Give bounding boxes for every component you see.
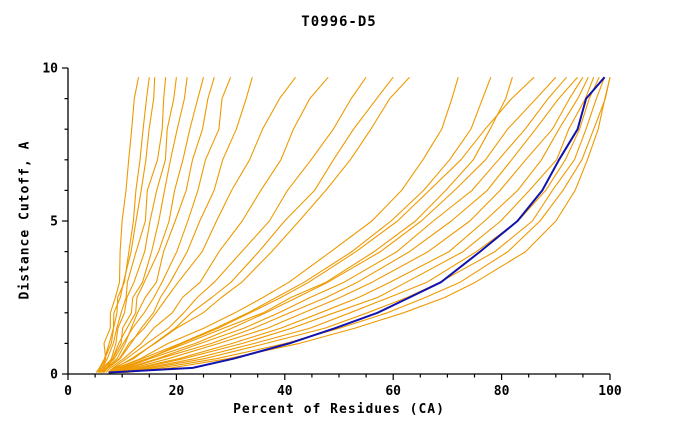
svg-text:5: 5	[50, 215, 58, 230]
svg-text:10: 10	[42, 62, 58, 77]
svg-text:0: 0	[64, 384, 72, 399]
svg-text:100: 100	[598, 384, 622, 399]
x-axis-label: Percent of Residues (CA)	[233, 402, 445, 417]
svg-text:20: 20	[169, 384, 185, 399]
svg-text:60: 60	[385, 384, 401, 399]
svg-text:0: 0	[50, 368, 58, 383]
svg-text:40: 40	[277, 384, 293, 399]
svg-text:80: 80	[494, 384, 510, 399]
chart-title: T0996-D5	[301, 14, 377, 30]
